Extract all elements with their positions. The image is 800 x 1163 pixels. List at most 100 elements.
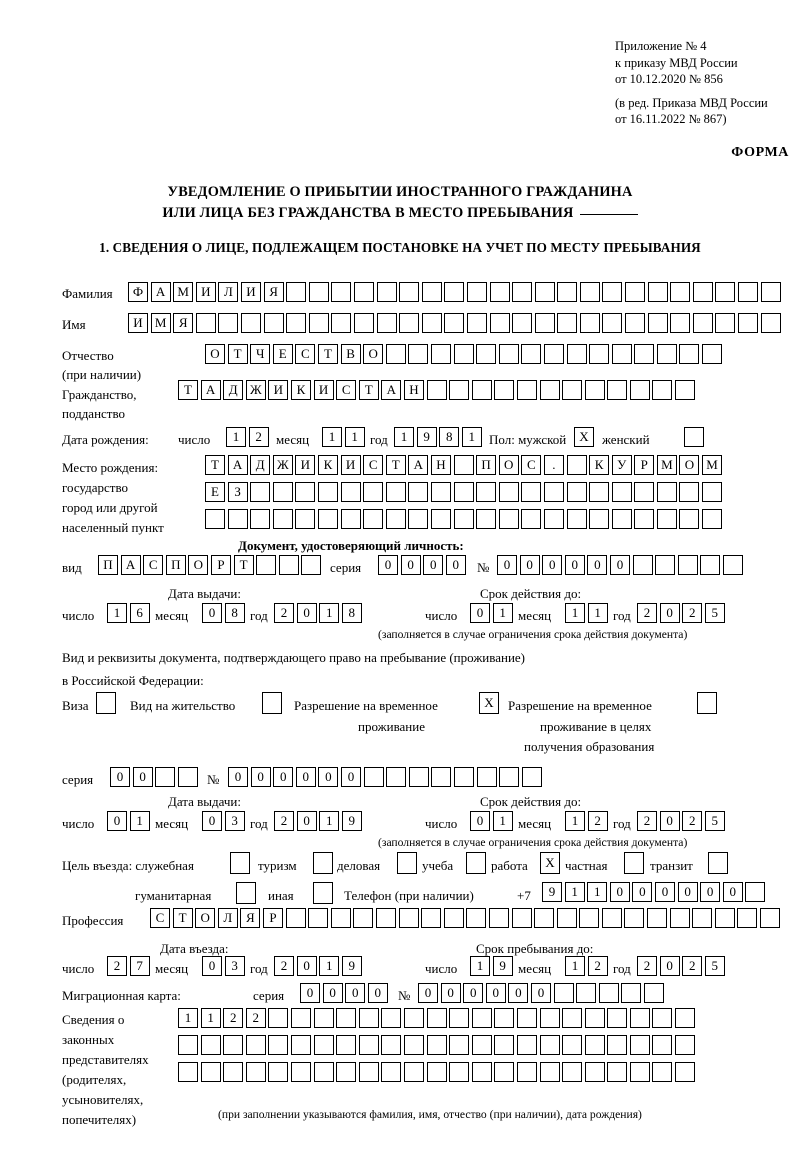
permit-valid-year-cell[interactable]: 5 (704, 811, 725, 831)
birthplace-1-cell[interactable]: М (702, 455, 723, 475)
profession-cell[interactable] (624, 908, 645, 928)
purpose-other-checkbox[interactable] (313, 882, 333, 904)
patronymic-cell[interactable] (679, 344, 700, 364)
legal-rep-2-cell[interactable] (381, 1035, 402, 1055)
permit-number-cell[interactable]: 0 (318, 767, 339, 787)
phone-cell[interactable] (745, 882, 766, 902)
patronymic-cell[interactable] (521, 344, 542, 364)
citizenship-cell[interactable] (449, 380, 470, 400)
birthplace-2-cell[interactable] (589, 482, 610, 502)
birth-day-cell[interactable]: 2 (248, 427, 269, 447)
birthplace-1-cell[interactable]: Р (634, 455, 655, 475)
permit-issue-day-cell[interactable]: 1 (129, 811, 150, 831)
doc-number-cell[interactable]: 0 (519, 555, 540, 575)
permit-number-cell[interactable] (363, 767, 384, 787)
migration-number-cell[interactable]: 0 (463, 983, 484, 1003)
doc-number-cell[interactable] (632, 555, 653, 575)
phone-cell[interactable]: 1 (587, 882, 608, 902)
legal-rep-1-cell[interactable] (449, 1008, 470, 1028)
birthplace-3-cell[interactable] (340, 509, 361, 529)
profession-cell[interactable] (511, 908, 532, 928)
legal-rep-1-cell[interactable] (471, 1008, 492, 1028)
doc-valid-year-cell[interactable]: 2 (637, 603, 657, 623)
firstname-cell[interactable] (376, 313, 397, 333)
birthplace-2-cell[interactable]: З (227, 482, 248, 502)
legal-rep-3-cell[interactable] (290, 1062, 311, 1082)
doc-issue-year-cell[interactable]: 2 (274, 603, 294, 623)
firstname-cell[interactable]: И (128, 313, 148, 333)
birthplace-1-cell[interactable]: О (679, 455, 700, 475)
entry-day-cell[interactable]: 2 (107, 956, 127, 976)
permit-number-cell[interactable] (431, 767, 452, 787)
permit-number-cell[interactable]: 0 (228, 767, 248, 787)
surname-cell[interactable] (421, 282, 442, 302)
doc-number-cell[interactable]: 0 (542, 555, 563, 575)
stay-month-cell[interactable]: 1 (565, 956, 585, 976)
birthplace-1-cell[interactable]: К (317, 455, 338, 475)
patronymic-cell[interactable]: Ч (250, 344, 271, 364)
firstname-cell[interactable] (466, 313, 487, 333)
birthplace-2-cell[interactable] (385, 482, 406, 502)
profession-cell[interactable] (398, 908, 419, 928)
doc-valid-year-cell[interactable]: 5 (704, 603, 725, 623)
legal-rep-1-cell[interactable] (381, 1008, 402, 1028)
temp-residence-checkbox[interactable]: X (479, 692, 499, 714)
temp-edu-checkbox[interactable] (697, 692, 717, 714)
firstname-cell[interactable] (195, 313, 216, 333)
doc-type-cell[interactable] (301, 555, 322, 575)
birthplace-1-cell[interactable]: А (408, 455, 429, 475)
doc-issue-year-cell[interactable]: 1 (319, 603, 340, 623)
legal-rep-line-2-cells[interactable] (178, 1035, 698, 1055)
doc-valid-year-cell[interactable]: 2 (682, 603, 703, 623)
citizenship-cell[interactable]: Т (178, 380, 198, 400)
legal-rep-2-cell[interactable] (494, 1035, 515, 1055)
birthplace-2-cell[interactable] (430, 482, 451, 502)
legal-rep-3-cell[interactable] (607, 1062, 628, 1082)
birth-year-cell[interactable]: 1 (461, 427, 482, 447)
birthplace-2-cell[interactable]: Е (205, 482, 225, 502)
legal-rep-3-cell[interactable] (223, 1062, 244, 1082)
surname-cell[interactable]: И (195, 282, 216, 302)
birth-day-cell[interactable]: 1 (226, 427, 246, 447)
legal-rep-1-cell[interactable] (629, 1008, 650, 1028)
citizenship-cell[interactable] (426, 380, 447, 400)
stay-year-cell[interactable]: 0 (659, 956, 680, 976)
legal-rep-3-cell[interactable] (449, 1062, 470, 1082)
birth-year-cell[interactable]: 8 (439, 427, 460, 447)
legal-rep-2-cell[interactable] (223, 1035, 244, 1055)
legal-rep-2-cell[interactable] (200, 1035, 221, 1055)
birthplace-2-cell[interactable] (679, 482, 700, 502)
permit-number-cell[interactable]: 0 (273, 767, 294, 787)
birthplace-2-cell[interactable] (656, 482, 677, 502)
surname-cell[interactable]: Ф (128, 282, 148, 302)
patronymic-cell[interactable]: Т (317, 344, 338, 364)
birthplace-1-cell[interactable]: Т (385, 455, 406, 475)
profession-cell[interactable]: Л (217, 908, 238, 928)
profession-cell[interactable] (669, 908, 690, 928)
birthplace-2-cell[interactable] (340, 482, 361, 502)
firstname-cell[interactable] (647, 313, 668, 333)
citizenship-cell[interactable]: К (290, 380, 311, 400)
profession-cell[interactable] (556, 908, 577, 928)
surname-cell[interactable] (308, 282, 329, 302)
legal-rep-3-cell[interactable] (268, 1062, 289, 1082)
phone-cell[interactable]: 0 (654, 882, 675, 902)
firstname-cell[interactable]: М (150, 313, 171, 333)
legal-rep-1-cell[interactable] (584, 1008, 605, 1028)
birthplace-3-cell[interactable] (476, 509, 497, 529)
stay-year-cell[interactable]: 2 (637, 956, 657, 976)
permit-number-cell[interactable] (521, 767, 542, 787)
legal-rep-2-cell[interactable] (449, 1035, 470, 1055)
doc-number-cell[interactable]: 0 (564, 555, 585, 575)
legal-rep-1-cell[interactable]: 2 (223, 1008, 244, 1028)
legal-rep-2-cell[interactable] (607, 1035, 628, 1055)
legal-rep-2-cell[interactable] (584, 1035, 605, 1055)
migration-number-cell[interactable] (621, 983, 642, 1003)
